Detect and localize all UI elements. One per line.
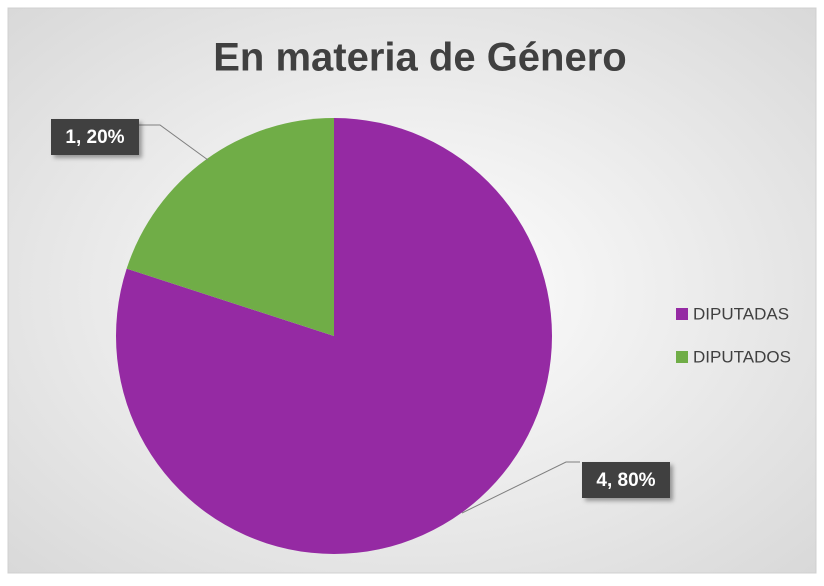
data-label-box: [51, 119, 139, 155]
data-label-box: [582, 462, 670, 498]
legend-label: DIPUTADAS: [693, 304, 789, 323]
leader-line: [461, 461, 580, 514]
leader-line: [138, 124, 209, 161]
legend-label: DIPUTADOS: [693, 347, 791, 366]
legend-swatch: [676, 308, 688, 320]
legend-swatch: [676, 351, 688, 363]
pie-slice: [126, 117, 334, 337]
data-label: 1, 20%: [65, 127, 124, 148]
chart-title: En materia de Género: [213, 36, 626, 80]
data-label: 4, 80%: [596, 470, 655, 491]
